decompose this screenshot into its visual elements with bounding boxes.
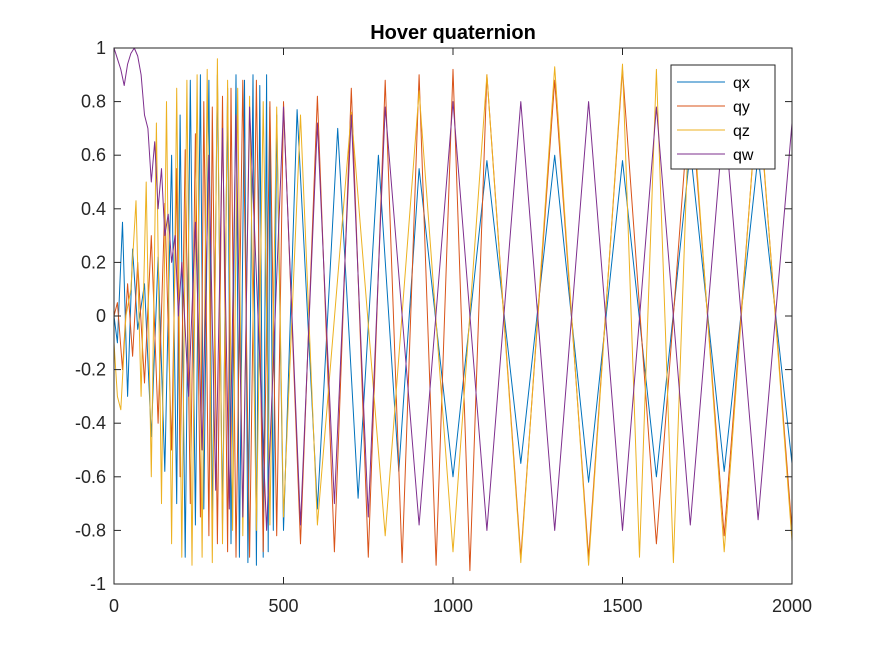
y-tick-label: 1 [96,38,106,58]
series-line-qw [113,47,793,531]
legend: qx qy qz qw [670,64,776,170]
y-tick-label: -0.6 [75,467,106,487]
legend-label-qw: qw [733,147,754,164]
series-line-qx [113,74,793,566]
y-tick-label: 0.6 [81,145,106,165]
x-tick-label: 0 [109,596,119,616]
y-tick-label: -0.4 [75,413,106,433]
x-tick-label: 500 [268,596,298,616]
x-tick-label: 1500 [602,596,642,616]
legend-label-qz: qz [733,123,750,140]
y-tick-label: -0.8 [75,520,106,540]
y-tick-label: 0.4 [81,199,106,219]
x-tick-label: 1000 [433,596,473,616]
ticks-layer: 0 500 1000 1500 2000 -1 -0.8 -0.6 -0.4 -0.2 0 0.2 0.… [75,38,812,616]
y-tick-label: 0.2 [81,252,106,272]
y-tick-label: 0.8 [81,92,106,112]
series-layer [113,47,793,572]
legend-label-qy: qy [733,99,750,116]
legend-label-qx: qx [733,75,750,92]
legend-box [670,64,776,170]
series-line-qz [113,58,793,566]
y-tick-label: -0.2 [75,360,106,380]
chart-title: Hover quaternion [370,22,536,44]
y-tick-label: -1 [90,574,106,594]
y-tick-label: 0 [96,306,106,326]
x-tick-label: 2000 [772,596,812,616]
